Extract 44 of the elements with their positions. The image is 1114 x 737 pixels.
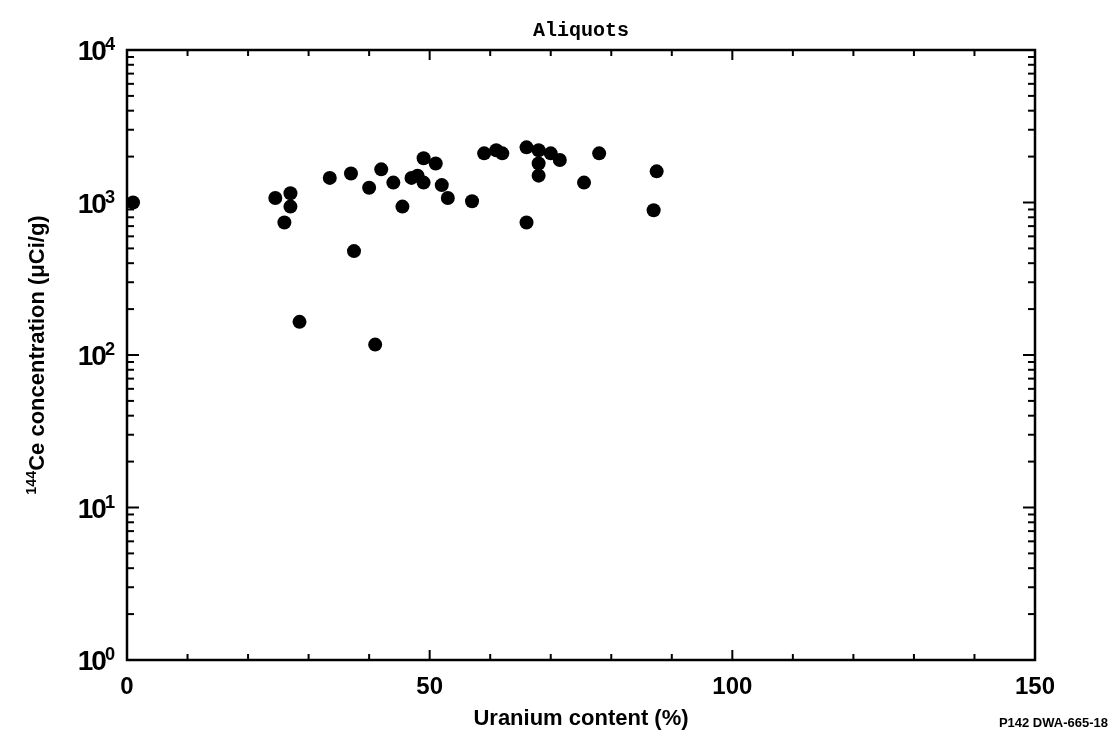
point	[362, 180, 377, 195]
x-tick-label: 0	[120, 672, 134, 699]
point	[126, 195, 141, 210]
point	[347, 244, 361, 259]
point	[343, 166, 358, 181]
point	[277, 215, 292, 230]
point	[477, 146, 492, 161]
point	[577, 175, 592, 190]
point	[531, 143, 546, 158]
point	[374, 162, 389, 177]
point	[292, 314, 307, 329]
point	[395, 199, 410, 214]
point	[434, 178, 449, 193]
x-tick-label: 50	[416, 672, 444, 699]
x-tick-label: 100	[712, 672, 753, 699]
point	[416, 151, 431, 166]
point	[283, 186, 298, 201]
y-tick-label: 10$^{3}$	[77, 186, 115, 219]
x-axis-title: Uranium content (%)	[473, 705, 689, 730]
point	[283, 199, 298, 214]
point	[646, 203, 661, 218]
point	[322, 170, 337, 185]
text: P142 DWA-665-18	[998, 715, 1108, 730]
y-tick-label: 10$^{0}$	[77, 644, 115, 676]
point	[386, 175, 401, 190]
point	[519, 215, 534, 230]
x-tick-label: 150	[1014, 672, 1056, 699]
point	[440, 191, 455, 206]
point	[592, 146, 607, 161]
y-tick-label: 10$^{2}$	[77, 339, 115, 371]
point	[649, 164, 664, 179]
y-tick-label: 10$^{4}$	[77, 34, 116, 66]
point	[552, 152, 567, 167]
point	[428, 156, 443, 171]
point	[416, 175, 431, 190]
chart-title: Aliquots	[532, 19, 630, 42]
point	[368, 337, 383, 352]
point	[519, 140, 534, 155]
point	[268, 191, 283, 206]
point	[495, 146, 510, 161]
point	[531, 156, 546, 171]
point	[465, 194, 480, 209]
y-tick-label: 10$^{1}$	[77, 491, 115, 524]
point	[531, 168, 546, 183]
